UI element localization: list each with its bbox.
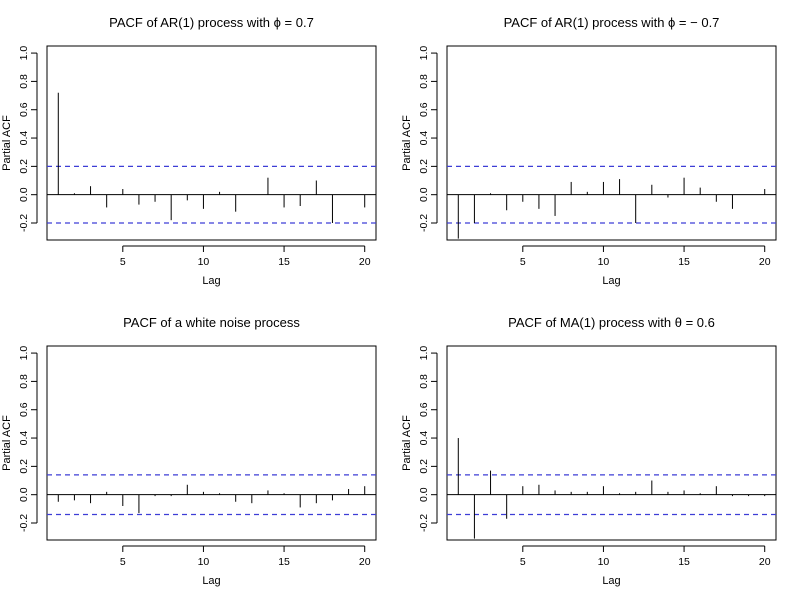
y-tick-label: 0.6 [18, 402, 30, 417]
y-tick-label: 0.6 [418, 402, 430, 417]
y-tick-label: 0.6 [418, 102, 430, 117]
panel-white-noise: PACF of a white noise process -0.2 0.0 0.2 0… [1, 315, 377, 587]
plot-frame [46, 345, 377, 541]
y-tick-label: -0.2 [418, 514, 430, 532]
y-axis-title: Partial ACF [401, 415, 413, 471]
y-tick-label: 1.0 [418, 46, 430, 61]
x-tick-label: 5 [520, 256, 526, 268]
x-tick-label: 10 [198, 256, 210, 268]
x-tick-label: 15 [678, 256, 690, 268]
panel-title: PACF of a white noise process [123, 315, 300, 330]
x-tick-label: 15 [278, 556, 290, 568]
x-tick-label: 10 [598, 556, 610, 568]
plot-frame [446, 345, 777, 541]
x-tick-label: 5 [120, 256, 126, 268]
x-tick-label: 20 [359, 256, 371, 268]
y-tick-label: 1.0 [18, 346, 30, 361]
y-tick-label: 0.8 [418, 374, 430, 389]
x-axis-title: Lag [602, 275, 620, 287]
x-tick-label: 20 [759, 556, 771, 568]
x-axis-title: Lag [602, 575, 620, 587]
x-tick-label: 20 [759, 256, 771, 268]
x-axis-title: Lag [202, 275, 220, 287]
y-tick-label: 0.0 [418, 187, 430, 202]
y-tick-label: 0.2 [418, 159, 430, 174]
y-tick-label: -0.2 [18, 514, 30, 532]
y-tick-label: 0.4 [418, 431, 430, 446]
x-tick-label: 10 [198, 556, 210, 568]
y-tick-label: 0.8 [418, 74, 430, 89]
y-tick-label: -0.2 [18, 214, 30, 232]
y-tick-label: 0.2 [18, 459, 30, 474]
y-tick-label: 0.6 [18, 102, 30, 117]
panel-title: PACF of AR(1) process with ϕ = − 0.7 [504, 15, 720, 30]
panel-title: PACF of AR(1) process with ϕ = 0.7 [109, 15, 314, 30]
plot-frame [446, 45, 777, 241]
y-tick-label: -0.2 [418, 214, 430, 232]
y-tick-label: 0.0 [18, 487, 30, 502]
x-tick-label: 20 [359, 556, 371, 568]
y-tick-label: 0.2 [18, 159, 30, 174]
panel-ar1-pos: PACF of AR(1) process with ϕ = 0.7 -0.2 0.… [1, 15, 377, 287]
x-tick-label: 15 [278, 256, 290, 268]
x-tick-label: 5 [120, 556, 126, 568]
y-tick-label: 0.8 [18, 374, 30, 389]
y-axis-title: Partial ACF [1, 415, 13, 471]
panel-title: PACF of MA(1) process with θ = 0.6 [508, 315, 715, 330]
y-tick-label: 1.0 [18, 46, 30, 61]
y-tick-label: 0.4 [18, 131, 30, 146]
panel-ma1: PACF of MA(1) process with θ = 0.6 -0.2 0.… [401, 315, 777, 587]
x-tick-label: 10 [598, 256, 610, 268]
plot-frame [46, 45, 377, 241]
y-tick-label: 0.2 [418, 459, 430, 474]
y-tick-label: 1.0 [418, 346, 430, 361]
x-tick-label: 5 [520, 556, 526, 568]
y-tick-label: 0.4 [18, 431, 30, 446]
x-axis-title: Lag [202, 575, 220, 587]
x-tick-label: 15 [678, 556, 690, 568]
y-tick-label: 0.0 [418, 487, 430, 502]
y-tick-label: 0.8 [18, 74, 30, 89]
y-tick-label: 0.0 [18, 187, 30, 202]
y-tick-label: 0.4 [418, 131, 430, 146]
y-axis-title: Partial ACF [1, 115, 13, 171]
panel-ar1-neg: PACF of AR(1) process with ϕ = − 0.7 -0.2… [401, 15, 777, 287]
y-axis-title: Partial ACF [401, 115, 413, 171]
